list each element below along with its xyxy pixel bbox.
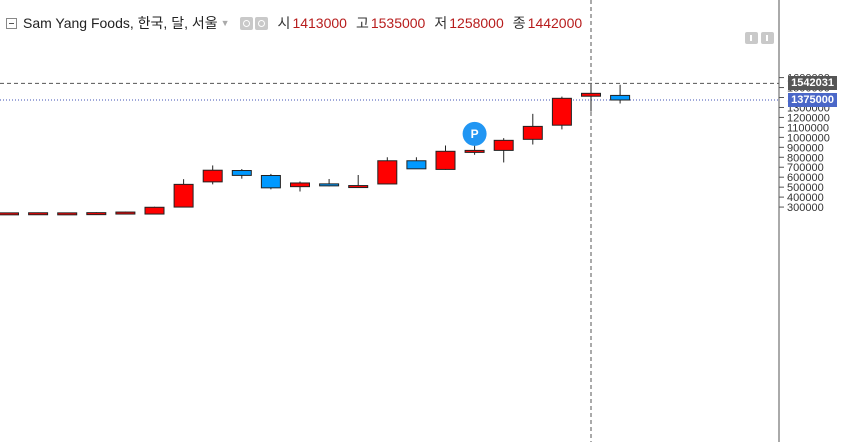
symbol-legend: Sam Yang Foods, 한국, 달, 서울 ▼ 시 1413000 고 … — [6, 12, 582, 34]
price-axis[interactable]: 3000004000005000006000007000008000009000… — [778, 0, 830, 442]
candle-body — [464, 149, 485, 153]
axis-tick-label: 600000 — [787, 172, 824, 184]
axis-tick-label: 500000 — [787, 182, 824, 194]
settings-icon[interactable] — [254, 16, 268, 30]
candle-body — [406, 160, 427, 170]
candle-body — [348, 185, 369, 189]
event-marker-circle — [462, 121, 487, 146]
candle[interactable] — [202, 165, 223, 185]
candle-body — [202, 169, 223, 183]
candle[interactable] — [231, 169, 252, 179]
candle-body — [28, 212, 49, 216]
candle[interactable] — [144, 206, 165, 215]
open-label: 시 — [277, 15, 291, 31]
candle[interactable] — [435, 145, 456, 170]
low-label: 저 — [434, 15, 448, 31]
candle-body — [435, 150, 456, 170]
candle-body — [581, 92, 601, 97]
axis-tick-label: 1100000 — [787, 122, 829, 134]
candle-body — [290, 182, 310, 188]
event-marker-label: P — [471, 127, 479, 141]
candle[interactable] — [348, 174, 369, 189]
candle-body — [260, 174, 281, 189]
candle[interactable] — [115, 211, 136, 215]
close-label: 종 — [512, 15, 526, 31]
candle-body — [551, 97, 572, 126]
candle-body — [493, 139, 514, 151]
candle-body — [319, 183, 340, 187]
candle[interactable] — [173, 179, 194, 208]
candle[interactable] — [319, 178, 340, 187]
candle-body — [57, 212, 78, 216]
event-marker[interactable]: P — [462, 121, 487, 146]
low-value: 1258000 — [449, 15, 504, 31]
axis-tick-label: 800000 — [787, 152, 824, 164]
candle-body — [144, 206, 165, 215]
last-price-tag: 1375000 — [788, 93, 837, 107]
candle[interactable] — [28, 212, 49, 216]
candle[interactable] — [377, 157, 398, 185]
axis-tick-label: 1000000 — [787, 132, 830, 144]
collapse-legend-button[interactable] — [6, 17, 17, 29]
high-label: 고 — [355, 15, 369, 31]
candle-body — [231, 170, 252, 176]
candle[interactable] — [0, 212, 19, 216]
symbol-title[interactable]: Sam Yang Foods, 한국, 달, 서울 — [23, 15, 218, 31]
candle-body — [173, 183, 194, 208]
candle[interactable] — [581, 84, 601, 112]
candle-body — [522, 125, 543, 140]
axis-tick-label: 300000 — [787, 202, 824, 214]
candle-body — [0, 212, 19, 216]
chevron-down-icon[interactable]: ▼ — [220, 18, 230, 28]
candle[interactable] — [406, 157, 427, 170]
candle-body — [115, 211, 136, 215]
scroll-right-button[interactable] — [761, 32, 774, 44]
eye-icon[interactable] — [239, 16, 253, 30]
scroll-left-button[interactable] — [745, 32, 758, 44]
candle[interactable] — [57, 212, 78, 216]
candle[interactable] — [86, 212, 107, 216]
axis-tick-label: 1200000 — [787, 112, 830, 124]
high-value: 1535000 — [370, 15, 426, 31]
candle[interactable] — [551, 96, 572, 130]
crosshair-layer — [0, 0, 779, 442]
candle[interactable] — [522, 113, 543, 145]
candles-layer[interactable] — [0, 84, 631, 216]
candle-body — [86, 212, 107, 216]
candle[interactable] — [493, 138, 514, 163]
close-value: 1442000 — [527, 15, 583, 31]
candle[interactable] — [610, 84, 631, 104]
candle[interactable] — [290, 181, 310, 192]
candle[interactable] — [260, 173, 281, 190]
open-value: 1413000 — [292, 15, 347, 31]
candle-body — [610, 94, 631, 101]
candle-body — [377, 160, 398, 185]
marker-layer[interactable]: P — [462, 121, 487, 146]
crosshair-price-tag: 1542031 — [788, 76, 837, 91]
axis-tick-label: 700000 — [787, 162, 824, 174]
axis-tick-label: 400000 — [787, 192, 824, 204]
axis-tick-label: 900000 — [787, 142, 824, 154]
